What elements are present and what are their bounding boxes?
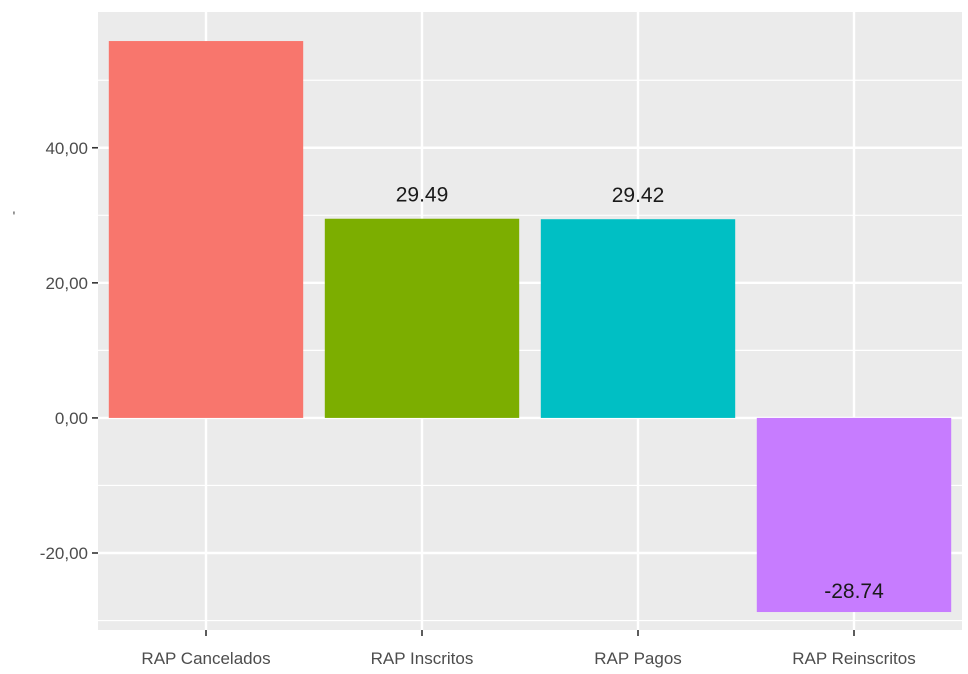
x-tick-label: RAP Cancelados: [141, 649, 270, 668]
y-tick-label: 40,00: [45, 139, 88, 158]
x-tick-label: RAP Reinscritos: [792, 649, 915, 668]
bar-rap-cancelados: [108, 41, 304, 418]
data-label: -28.74: [824, 580, 884, 603]
y-tick-label: 20,00: [45, 274, 88, 293]
y-axis: -20,00 0,00 20,00 40,00: [40, 139, 98, 563]
bar-rap-reinscritos: [756, 417, 952, 613]
x-axis: RAP Cancelados RAP Inscritos RAP Pagos RAP …: [141, 630, 916, 668]
data-label: 29.42: [612, 184, 665, 207]
y-tick-label: 0,00: [55, 409, 88, 428]
data-label: 29.49: [396, 184, 449, 207]
bars: [108, 41, 952, 613]
bar-rap-inscritos: [324, 218, 520, 418]
data-labels: 29.49 29.42 -28.74: [396, 184, 884, 603]
y-tick-label: -20,00: [40, 544, 88, 563]
bar-rap-pagos: [540, 219, 736, 418]
x-tick-label: RAP Pagos: [594, 649, 682, 668]
x-tick-label: RAP Inscritos: [371, 649, 474, 668]
y-axis-title: ': [13, 208, 16, 224]
